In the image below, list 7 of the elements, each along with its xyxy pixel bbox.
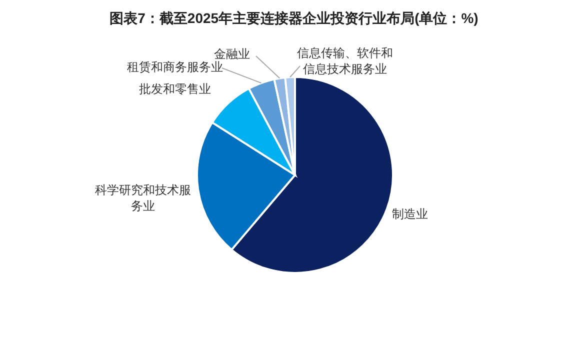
slice-label: 批发和零售业 [139,82,211,96]
slice-label: 金融业 [214,47,250,61]
slice-label: 信息传输、软件和信息技术服务业 [297,46,393,76]
slice-label: 科学研究和技术服务业 [95,183,191,213]
slice-label: 制造业 [392,207,428,221]
chart-title: 图表7：截至2025年主要连接器企业投资行业布局(单位：%) [108,10,480,28]
slice-label: 租赁和商务服务业 [127,60,223,74]
